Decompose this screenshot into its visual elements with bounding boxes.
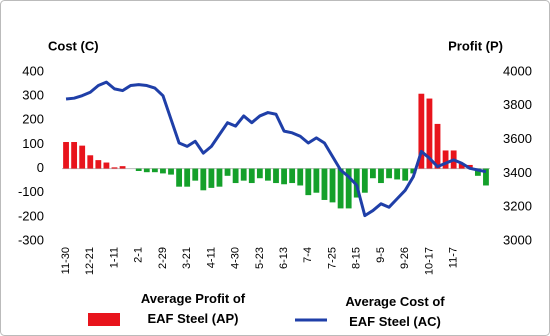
bar	[184, 168, 191, 187]
bar	[410, 168, 417, 174]
bar	[200, 168, 207, 191]
y-tick-label: 0	[37, 160, 44, 175]
bar	[321, 168, 328, 200]
x-tick-label: 7-4	[302, 247, 314, 263]
bar	[151, 168, 158, 173]
bar	[192, 168, 199, 181]
y2-axis-title: Profit (P)	[448, 38, 503, 53]
bar	[103, 162, 110, 169]
bar	[265, 168, 271, 181]
y-tick-label: 100	[22, 136, 44, 151]
bar	[474, 168, 481, 176]
bar	[378, 168, 384, 184]
bar	[329, 168, 336, 203]
bar	[394, 168, 401, 180]
legend-label: Average Profit of EAF Steel (AP)	[141, 291, 246, 326]
x-tick-label: 5-23	[254, 247, 266, 269]
x-tick-label: 12-21	[84, 247, 96, 275]
bar	[224, 168, 231, 176]
bar	[434, 123, 441, 169]
x-tick-label: 4-11	[205, 247, 217, 268]
bar	[313, 168, 320, 193]
bar	[208, 168, 215, 188]
bar	[386, 168, 392, 179]
bar	[95, 160, 102, 169]
bar	[63, 142, 69, 169]
x-tick-label: 2-29	[157, 247, 169, 269]
bar	[353, 168, 360, 198]
bar	[87, 155, 94, 169]
bar	[483, 168, 489, 186]
bar	[216, 168, 223, 187]
bar	[426, 98, 433, 169]
bar	[369, 168, 376, 179]
x-tick-label: 4-30	[230, 247, 242, 269]
bar	[361, 168, 368, 193]
y2-tick-label: 3000	[503, 232, 532, 247]
y2-tick-label: 4000	[503, 63, 532, 78]
bar	[402, 168, 409, 181]
bar	[256, 168, 263, 179]
y2-tick-label: 3800	[503, 97, 532, 112]
bar	[176, 168, 183, 187]
bar	[305, 168, 312, 196]
x-tick-label: 11-30	[60, 247, 72, 274]
bar	[273, 168, 279, 184]
y2-tick-label: 3200	[503, 199, 532, 214]
bar	[111, 167, 118, 169]
x-tick-label: 11-7	[448, 247, 460, 268]
x-tick-label: 2-1	[133, 247, 145, 263]
x-tick-label: 10-17	[423, 247, 435, 275]
y2-tick-label: 3400	[503, 165, 532, 180]
x-tick-label: 8-15	[351, 247, 363, 269]
bar	[240, 168, 247, 181]
bar	[119, 166, 126, 169]
bar	[232, 168, 239, 184]
x-tick-label: 1-11	[108, 247, 120, 268]
y-tick-label: 300	[22, 88, 44, 103]
y-tick-label: -300	[18, 232, 44, 247]
bar	[135, 168, 142, 171]
bar	[289, 168, 296, 184]
x-tick-label: 7-25	[326, 247, 338, 269]
bar	[143, 168, 150, 173]
bar	[79, 145, 86, 169]
bar	[71, 142, 78, 169]
x-tick-label: 3-21	[181, 247, 193, 269]
bar	[281, 168, 287, 185]
legend-swatch	[88, 313, 120, 326]
y-tick-label: -100	[18, 184, 44, 199]
legend-label: Average Cost of EAF Steel (AC)	[345, 294, 445, 329]
y-tick-label: -200	[18, 208, 44, 223]
x-tick-label: 9-26	[399, 247, 411, 269]
y-tick-label: 200	[22, 112, 44, 127]
x-tick-label: 6-13	[278, 247, 290, 269]
bar	[458, 163, 465, 169]
bar	[337, 168, 344, 209]
bar	[418, 93, 425, 169]
line	[65, 80, 487, 218]
y2-tick-label: 3600	[503, 131, 532, 146]
bar	[248, 168, 255, 184]
bar	[345, 168, 352, 209]
bar	[297, 168, 304, 186]
bar	[442, 150, 449, 169]
y-axis-title: Cost (C)	[48, 38, 99, 53]
bar	[160, 168, 166, 174]
y-tick-label: 400	[22, 63, 44, 78]
bar	[168, 168, 174, 175]
x-tick-label: 9-5	[375, 247, 387, 263]
